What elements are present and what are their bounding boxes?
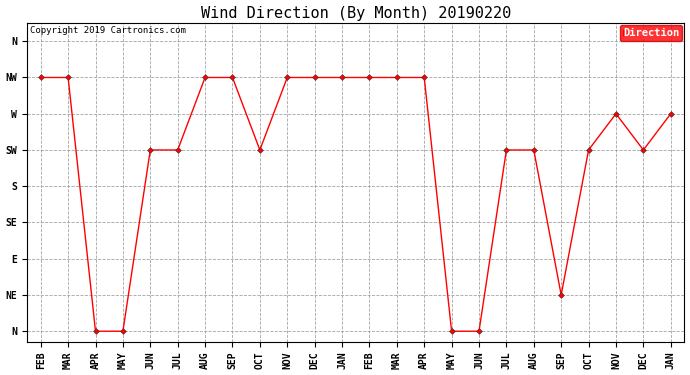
Title: Wind Direction (By Month) 20190220: Wind Direction (By Month) 20190220 — [201, 6, 511, 21]
Text: Copyright 2019 Cartronics.com: Copyright 2019 Cartronics.com — [30, 26, 186, 35]
Legend: Direction: Direction — [620, 25, 682, 42]
